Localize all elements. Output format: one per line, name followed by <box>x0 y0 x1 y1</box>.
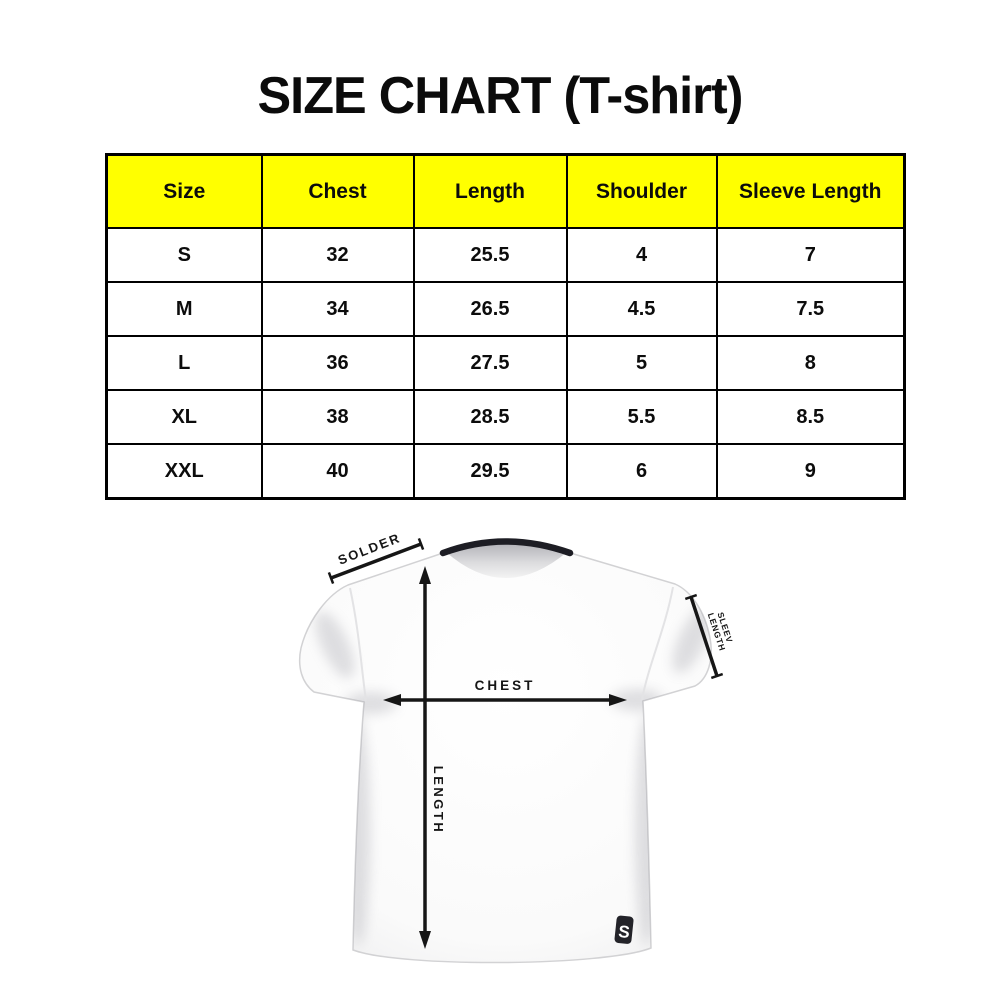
cell-sleeve: 8 <box>715 335 906 391</box>
right-sleeve-seam <box>641 586 674 701</box>
cell-size: S <box>105 227 263 283</box>
table-row: M 34 26.5 4.5 7.5 <box>105 281 906 337</box>
table-row: L 36 27.5 5 8 <box>105 335 906 391</box>
cell-sleeve: 9 <box>715 443 906 500</box>
cell-size: XXL <box>105 443 263 500</box>
cell-shoulder: 6 <box>565 443 718 500</box>
column-header-sleeve-length: Sleeve Length <box>715 153 906 229</box>
cell-length: 25.5 <box>412 227 568 283</box>
cell-shoulder: 4.5 <box>565 281 718 337</box>
cell-size: XL <box>105 389 263 445</box>
column-header-size: Size <box>105 153 263 229</box>
cell-sleeve: 7 <box>715 227 906 283</box>
table-row: S 32 25.5 4 7 <box>105 227 906 283</box>
table-header-row: Size Chest Length Shoulder Sleeve Length <box>105 153 906 229</box>
table-row: XL 38 28.5 5.5 8.5 <box>105 389 906 445</box>
column-header-length: Length <box>412 153 568 229</box>
arrow-left-icon <box>383 694 401 706</box>
column-header-chest: Chest <box>260 153 415 229</box>
arrow-down-icon <box>419 931 431 949</box>
cell-sleeve: 7.5 <box>715 281 906 337</box>
cell-chest: 32 <box>260 227 415 283</box>
tshirt-illustration: S <box>298 538 712 964</box>
cell-size: M <box>105 281 263 337</box>
page-title: SIZE CHART (T-shirt) <box>257 67 744 125</box>
size-chart-table: Size Chest Length Shoulder Sleeve Length… <box>105 153 906 500</box>
cell-length: 29.5 <box>412 443 568 500</box>
length-label: LENGTH <box>431 766 446 834</box>
cell-chest: 40 <box>260 443 415 500</box>
arrow-right-icon <box>609 694 627 706</box>
cell-shoulder: 4 <box>565 227 718 283</box>
cell-chest: 34 <box>260 281 415 337</box>
cell-length: 26.5 <box>412 281 568 337</box>
chest-measure: CHEST <box>383 678 627 706</box>
cell-chest: 36 <box>260 335 415 391</box>
column-header-shoulder: Shoulder <box>565 153 718 229</box>
cell-chest: 38 <box>260 389 415 445</box>
length-measure: LENGTH <box>419 566 446 949</box>
cell-size: L <box>105 335 263 391</box>
brand-tag: S <box>614 915 634 944</box>
left-sleeve-seam <box>349 587 367 702</box>
brand-tag-letter: S <box>617 922 630 942</box>
cell-sleeve: 8.5 <box>715 389 906 445</box>
cell-length: 27.5 <box>412 335 568 391</box>
cell-shoulder: 5 <box>565 335 718 391</box>
arrow-up-icon <box>419 566 431 584</box>
collar-band <box>439 538 574 557</box>
chest-label: CHEST <box>475 678 536 693</box>
cell-length: 28.5 <box>412 389 568 445</box>
cell-shoulder: 5.5 <box>565 389 718 445</box>
neckline <box>446 544 567 578</box>
table-row: XXL 40 29.5 6 9 <box>105 443 906 500</box>
